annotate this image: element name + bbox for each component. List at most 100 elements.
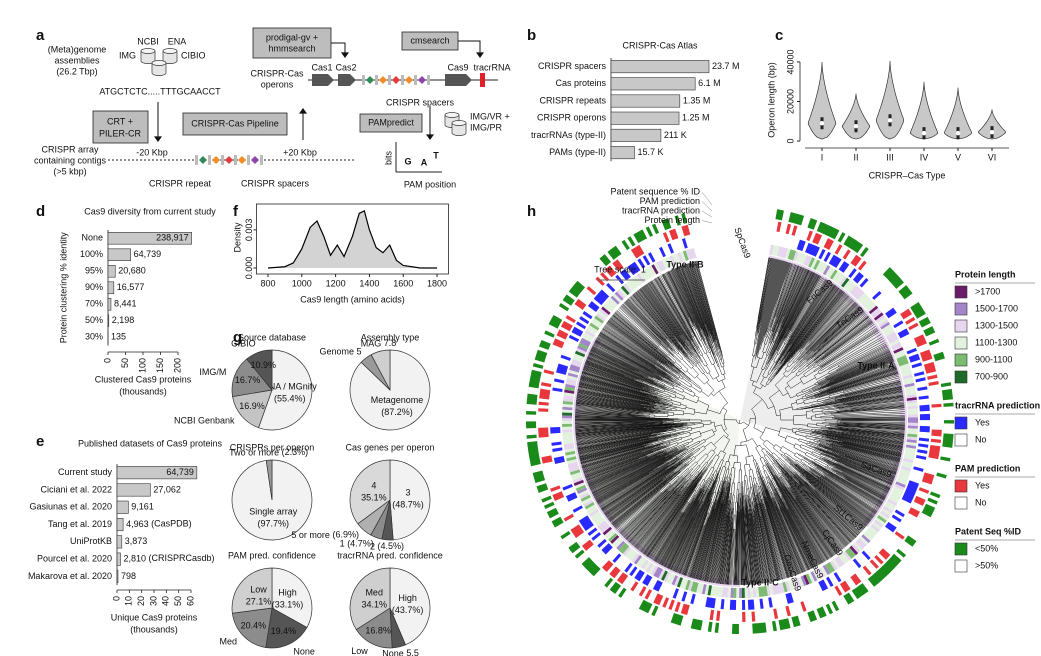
slice-value: (2.3%): [282, 447, 309, 457]
legend-label: 1500-1700: [975, 303, 1018, 313]
repeat: [427, 75, 430, 85]
category-label: tracrRNAs (type-II): [531, 130, 606, 140]
bar: [107, 232, 192, 245]
chart-title: Cas9 diversity from current study: [84, 206, 216, 216]
slice-label: 3: [405, 488, 410, 498]
arrow-head: [426, 134, 434, 140]
category-label: UniProtKB: [70, 536, 112, 546]
y-axis-label: Protein clustering % identity: [58, 232, 68, 344]
density-line: [267, 209, 438, 269]
x-tick-label: 1400: [359, 278, 379, 288]
legend-label: No: [975, 497, 987, 507]
x-axis-label: Unique Cas9 proteins: [111, 612, 198, 622]
value-label: 15.7 K: [637, 147, 663, 157]
pie-slice: [349, 567, 391, 631]
protein-label: SpCas9: [732, 226, 752, 260]
value-label: 23.7 M: [712, 61, 740, 71]
legend-label: >1700: [975, 286, 1000, 296]
step-box: [182, 112, 288, 136]
violin: [909, 81, 939, 140]
diagram-label: CRISPR spacers: [241, 178, 310, 188]
tree-branches: [574, 257, 906, 586]
pie-slice: [231, 607, 273, 648]
slice-value: 16.8%: [365, 626, 391, 636]
x-axis-label: Clustered Cas9 proteins: [95, 374, 192, 384]
median: [819, 121, 825, 126]
x-tick-label: 40: [161, 596, 171, 606]
slice-value: 10.9%: [250, 360, 276, 370]
x-axis-label: CRISPR–Cas Type: [869, 170, 946, 180]
category-label: 100%: [80, 249, 103, 259]
violin: [943, 87, 973, 140]
diagram-label: prodigal-gv +: [266, 32, 318, 42]
category-label: Cas proteins: [555, 78, 606, 88]
pie-title: tracrRNA pred. confidence: [337, 550, 443, 560]
bar: [107, 248, 131, 261]
value-note: (CRISPRCasdb): [149, 554, 215, 564]
value-label: 211 K: [664, 130, 687, 140]
y-axis-label: Density: [232, 222, 242, 253]
diagram-label: PILER-CR: [99, 128, 142, 138]
slice-value: (87.2%): [381, 407, 413, 417]
category-label: Tang et al. 2019: [48, 519, 112, 529]
slice-label: Metagenome: [371, 395, 424, 405]
diagram-label: -20 Kbp: [136, 147, 168, 157]
category-label: CRISPR spacers: [538, 61, 607, 71]
legend-label: Yes: [975, 480, 990, 490]
slice-value: 34.1%: [361, 600, 387, 610]
gene: [445, 74, 472, 86]
arrow-head: [299, 108, 307, 114]
database-icon: [140, 48, 156, 54]
bar: [610, 94, 681, 108]
slice-label: Genome 5: [319, 347, 361, 357]
legend-label: No: [975, 434, 987, 444]
y-axis-label: Operon length (bp): [766, 62, 776, 138]
ring-label: Patent sequence % ID: [610, 186, 700, 196]
database-icon: [151, 63, 167, 76]
x-tick-label: 1600: [393, 278, 413, 288]
spacer: [366, 76, 374, 84]
repeat: [221, 155, 224, 165]
bar: [116, 500, 129, 514]
diagram-label: CRISPR array: [41, 144, 99, 154]
category-label: 95%: [85, 266, 103, 276]
violin: [875, 60, 905, 140]
value-label: 4,963 (CasPDB): [126, 519, 192, 529]
x-tick-label: I: [821, 152, 824, 162]
ring-leader: [701, 201, 713, 212]
x-tick-label: IV: [920, 152, 929, 162]
arrow: [458, 40, 481, 54]
diagram-label: hmmsearch: [268, 43, 315, 53]
value-label: 8,441: [114, 299, 137, 309]
slice-label: Med: [365, 588, 383, 598]
legend-swatch: [954, 370, 968, 384]
x-tick-label: 1200: [326, 278, 346, 288]
category-label: 90%: [85, 282, 103, 292]
chart-title: CRISPR-Cas Atlas: [622, 40, 698, 50]
bar: [610, 60, 710, 74]
y-tick-label: 0.003: [244, 219, 254, 242]
bar: [610, 111, 680, 125]
chart-title: Published datasets of Cas9 proteins: [78, 438, 223, 448]
x-tick-label: 150: [155, 358, 165, 373]
x-tick-label: 10: [124, 596, 134, 606]
pie-title: CRISPRs per operon: [230, 442, 315, 452]
category-label: CRISPR repeats: [539, 95, 606, 105]
legend-label: Yes: [975, 417, 990, 427]
repeat: [247, 155, 250, 165]
legend-swatch: [954, 353, 968, 367]
slice-label: 5 or more (6.9%): [291, 530, 359, 540]
repeat: [401, 75, 404, 85]
category-label: None: [81, 233, 103, 243]
pie-slice: [389, 459, 431, 541]
pie-slice: [349, 459, 391, 525]
clade-ring: [767, 255, 908, 528]
slice-label: None: [293, 646, 315, 656]
x-tick-label: 1000: [292, 278, 312, 288]
diagram-label: (>5 kbp): [53, 166, 86, 176]
arrow-head: [341, 52, 349, 58]
slice-value: (4.7%): [347, 539, 374, 549]
step-box: [92, 110, 149, 144]
x-tick-label: 100: [137, 358, 147, 373]
slice-label: High: [398, 593, 417, 603]
